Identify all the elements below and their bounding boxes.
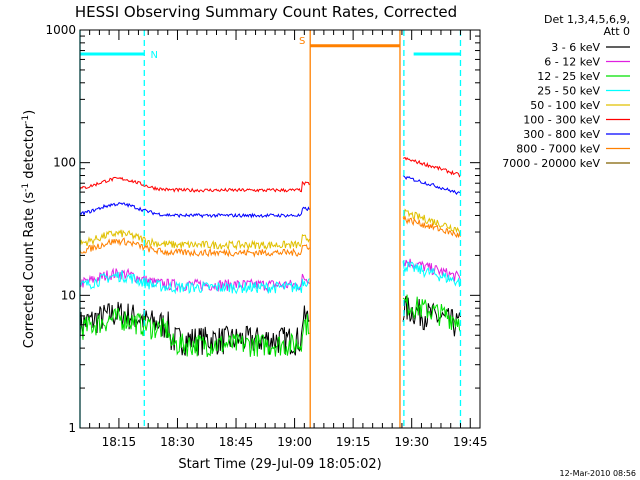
series-line (402, 261, 461, 287)
chart-title: HESSI Observing Summary Count Rates, Cor… (75, 3, 457, 21)
y-axis-label: Corrected Count Rate (s-1 detector-1) (21, 110, 37, 348)
y-axis-label-sup: -1 (21, 183, 31, 192)
series-line (402, 175, 461, 195)
y-tick-label: 1 (68, 421, 76, 435)
series-line (79, 301, 310, 356)
legend-entry-label: 100 - 300 keV (523, 114, 600, 127)
x-tick-label: 19:15 (336, 435, 371, 449)
legend-entry-label: 3 - 6 keV (551, 41, 600, 54)
y-axis-label-part: detector (22, 123, 37, 183)
footer-date: 12-Mar-2010 08:56 (560, 469, 637, 478)
series-line (79, 201, 310, 219)
series-line (79, 307, 310, 358)
axis-group: 1 10 100 1000 18:15 18:30 18:45 19:00 19:15 19:30… (45, 23, 487, 449)
y-tick-label: 1000 (45, 23, 76, 37)
legend-entry-label: 7000 - 20000 keV (502, 157, 600, 170)
flag-group: NS (80, 36, 461, 61)
legend-header-line: Det 1,3,4,5,6,9, (544, 13, 630, 26)
y-axis-label-part: Corrected Count Rate (s (22, 192, 37, 349)
series-line (402, 208, 461, 234)
legend-entry-label: 50 - 100 keV (530, 99, 600, 112)
series-line (79, 270, 310, 295)
legend: Det 1,3,4,5,6,9, Att 0 3 - 6 keV 6 - 12 k… (502, 13, 630, 170)
series-line (402, 258, 461, 282)
flag-label: N (151, 50, 158, 61)
series-line (79, 229, 310, 251)
series-line (402, 215, 461, 239)
x-tick-label: 19:30 (394, 435, 429, 449)
legend-header-line: Att 0 (604, 25, 630, 38)
legend-entry-label: 800 - 7000 keV (516, 143, 600, 156)
legend-entry-label: 6 - 12 keV (544, 56, 600, 69)
plot-frame (79, 29, 481, 429)
y-axis-label-sup: -1 (21, 115, 31, 124)
vline-group (79, 30, 462, 428)
x-tick-label: 18:45 (219, 435, 254, 449)
y-tick-label: 10 (61, 288, 76, 302)
y-axis-label-part: ) (22, 110, 37, 115)
x-tick-label: 19:00 (277, 435, 312, 449)
series-group (79, 156, 461, 358)
series-line (79, 237, 310, 258)
x-axis-label: Start Time (29-Jul-09 18:05:02) (178, 457, 381, 472)
x-tick-label: 18:30 (160, 435, 195, 449)
series-line (79, 176, 310, 193)
series-line (402, 156, 461, 178)
flag-label: S (299, 36, 305, 47)
series-line (402, 294, 461, 333)
x-tick-label: 18:15 (102, 435, 137, 449)
x-tick-label: 19:45 (453, 435, 488, 449)
y-tick-label: 100 (53, 156, 76, 170)
legend-entry-label: 25 - 50 keV (537, 85, 600, 98)
legend-entry-label: 300 - 800 keV (523, 128, 600, 141)
legend-entry-label: 12 - 25 keV (537, 70, 600, 83)
